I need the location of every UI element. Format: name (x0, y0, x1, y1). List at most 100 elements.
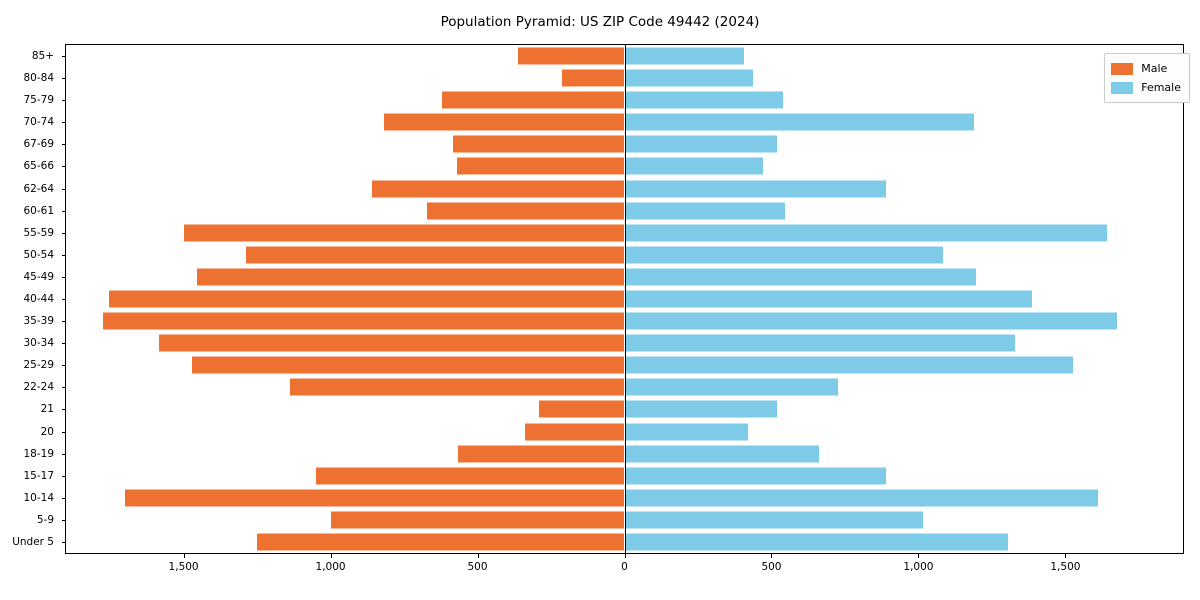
bar-row (66, 310, 1183, 332)
bar-row (66, 465, 1183, 487)
zero-axis-line (624, 45, 626, 553)
bar-male-80-84 (561, 69, 625, 87)
bar-male-70-74 (384, 113, 625, 131)
x-axis-tick-label: 1,000 (315, 561, 346, 573)
bar-row (66, 244, 1183, 266)
bar-row (66, 45, 1183, 67)
y-axis-tick (62, 519, 66, 521)
y-axis-tick (62, 453, 66, 455)
x-axis-tick (771, 554, 773, 558)
x-axis-tick (918, 554, 920, 558)
chart-legend[interactable]: Male Female (1104, 53, 1190, 103)
bar-male-21 (539, 400, 625, 418)
bar-row (66, 420, 1183, 442)
y-axis-tick (62, 475, 66, 477)
y-axis-label: 62-64 (23, 182, 54, 195)
bar-female-55-59 (624, 224, 1107, 242)
y-axis-label: 75-79 (23, 94, 54, 107)
bar-male-67-69 (452, 135, 625, 153)
y-axis-label: 85+ (31, 50, 54, 63)
y-axis-tick (62, 78, 66, 80)
bar-female-18-19 (624, 445, 819, 463)
bar-female-20 (624, 423, 748, 440)
bar-female-75-79 (624, 91, 784, 109)
bar-male-under-5 (257, 533, 625, 551)
y-axis-label: 21 (40, 403, 54, 416)
y-axis-tick (62, 409, 66, 411)
y-axis: 85+ 80-84 75-79 70-74 67-69 65-66 62-64 60-61 55… (0, 44, 66, 554)
bar-female-30-34 (624, 334, 1016, 352)
bar-row (66, 487, 1183, 509)
bar-row (66, 266, 1183, 288)
y-axis-tick (62, 144, 66, 146)
legend-swatch-female (1111, 81, 1134, 94)
bar-row (66, 178, 1183, 200)
y-axis-tick (62, 276, 66, 278)
bar-female-85- (624, 47, 745, 65)
bar-male-85- (517, 47, 625, 65)
x-axis-tick-label: 500 (761, 561, 782, 573)
bar-male-20 (524, 423, 625, 440)
x-axis-tick (330, 554, 332, 558)
y-axis-label: 25-29 (23, 359, 54, 372)
bar-male-45-49 (197, 268, 625, 286)
y-axis-label: 67-69 (23, 138, 54, 151)
y-axis-label: 50-54 (23, 248, 54, 261)
legend-item-male[interactable]: Male (1111, 59, 1181, 78)
y-axis-tick (62, 254, 66, 256)
y-axis-label: 40-44 (23, 293, 54, 305)
bar-female-60-61 (624, 202, 785, 220)
bar-row (66, 509, 1183, 531)
bar-male-18-19 (458, 445, 625, 463)
bar-row (66, 354, 1183, 376)
y-axis-tick (62, 541, 66, 543)
bar-row (66, 200, 1183, 222)
bar-female-15-17 (624, 467, 887, 485)
bar-male-5-9 (330, 511, 625, 529)
y-axis-label: 10-14 (23, 491, 54, 504)
bar-female-67-69 (624, 135, 778, 153)
y-axis-label: Under 5 (12, 535, 54, 548)
bar-female-65-66 (624, 157, 763, 175)
bar-female-50-54 (624, 246, 944, 264)
bar-row (66, 67, 1183, 89)
x-axis-tick-label: 0 (621, 561, 628, 573)
legend-label: Male (1141, 62, 1168, 75)
bar-row (66, 398, 1183, 420)
bar-male-75-79 (441, 91, 625, 109)
y-axis-label: 5-9 (36, 513, 54, 526)
y-axis-tick (62, 188, 66, 190)
bar-male-30-34 (159, 334, 625, 352)
y-axis-tick (62, 387, 66, 389)
chart-title: Population Pyramid: US ZIP Code 49442 (2… (440, 14, 760, 30)
x-axis-tick (477, 554, 479, 558)
x-axis-tick-label: 500 (467, 561, 488, 573)
bar-row (66, 111, 1183, 133)
bar-female-10-14 (624, 489, 1098, 507)
bar-row (66, 443, 1183, 465)
bar-female-5-9 (624, 511, 923, 529)
bar-female-40-44 (624, 290, 1032, 308)
legend-label: Female (1141, 81, 1181, 94)
bar-male-65-66 (456, 157, 625, 175)
x-axis-tick (183, 554, 185, 558)
bar-male-25-29 (191, 356, 625, 374)
y-axis-label: 45-49 (23, 270, 54, 283)
bar-male-60-61 (426, 202, 625, 220)
bar-female-21 (624, 400, 778, 418)
y-axis-tick (62, 497, 66, 499)
bar-male-40-44 (108, 290, 625, 308)
y-axis-label: 80-84 (23, 72, 54, 85)
x-axis-tick (624, 554, 626, 558)
y-axis-label: 70-74 (23, 116, 54, 129)
y-axis-tick (62, 122, 66, 124)
y-axis-tick (62, 343, 66, 345)
bar-female-25-29 (624, 356, 1073, 374)
y-axis-label: 65-66 (23, 160, 54, 173)
bar-female-45-49 (624, 268, 976, 286)
x-axis-tick-label: 1,500 (1050, 561, 1081, 573)
legend-item-female[interactable]: Female (1111, 78, 1181, 97)
bar-male-10-14 (124, 489, 625, 507)
y-axis-tick (62, 365, 66, 367)
